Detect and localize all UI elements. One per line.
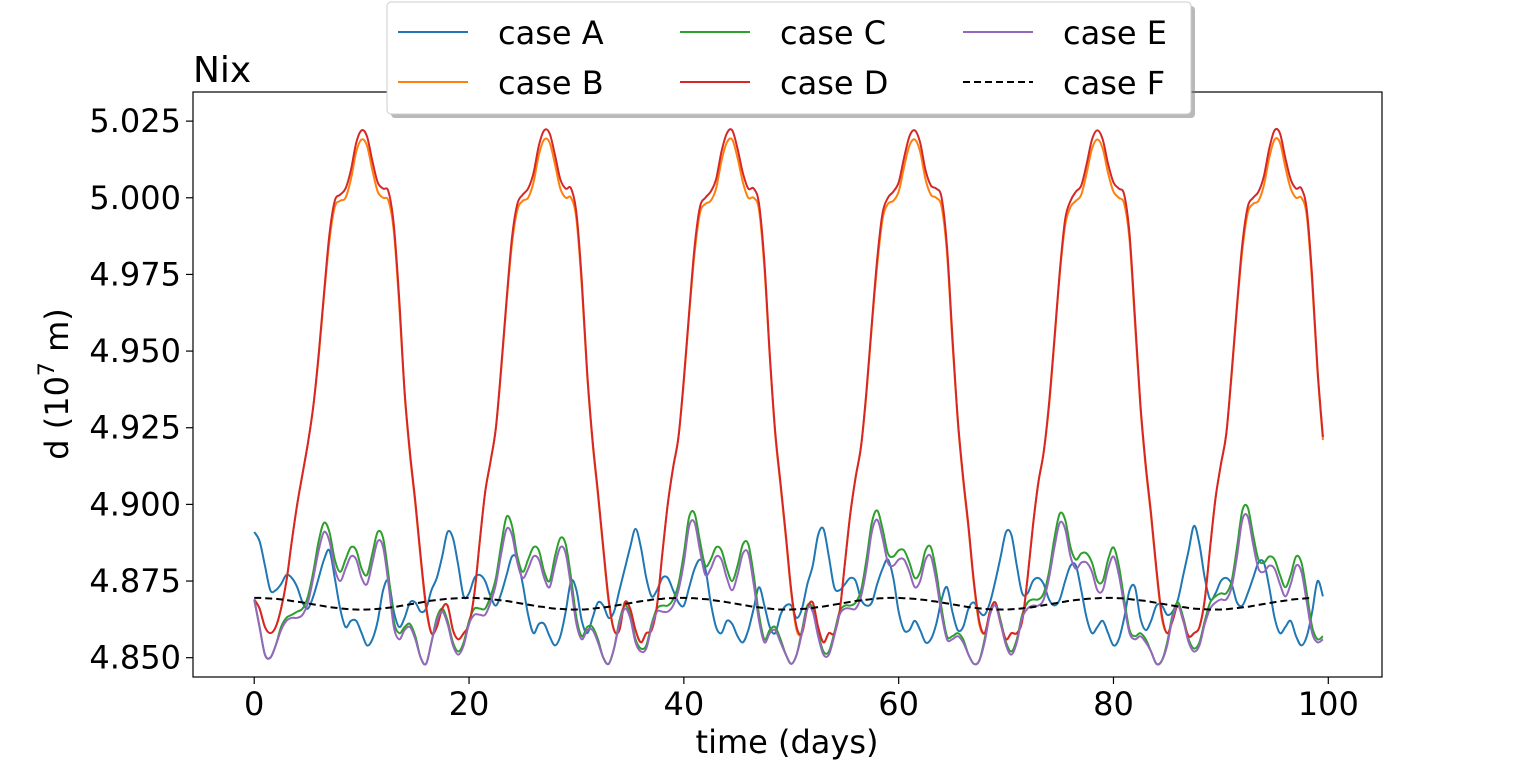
y-axis: 4.850 4.875 4.900 4.925 4.950 4.975 5.000 5.025 (89, 102, 193, 677)
y-tick-label: 4.900 (89, 485, 181, 523)
y-tick-label: 4.925 (89, 409, 181, 447)
legend-label-case-b: case B (498, 64, 604, 102)
x-axis-label: time (days) (696, 723, 879, 761)
x-tick-label: 80 (1093, 685, 1134, 723)
series-layer (253, 127, 1324, 666)
x-tick-label: 60 (878, 685, 919, 723)
y-tick-label: 4.975 (89, 255, 181, 293)
legend-box (386, 1, 1192, 115)
legend: case A case B case C case D case E case F (386, 1, 1195, 118)
x-axis: 0 20 40 60 80 100 (244, 677, 1359, 723)
series-line-case-f (254, 596, 1313, 611)
y-axis-label: d (107 m) (35, 308, 76, 460)
y-tick-label: 5.025 (89, 102, 181, 140)
y-axis-label-prefix: d (10 (38, 376, 76, 460)
legend-label-case-c: case C (780, 14, 886, 52)
y-tick-label: 4.850 (89, 639, 181, 677)
series-line-case-e (253, 513, 1324, 666)
legend-label-case-a: case A (498, 14, 604, 52)
legend-label-case-e: case E (1063, 14, 1167, 52)
y-tick-label: 5.000 (89, 179, 181, 217)
x-tick-label: 100 (1298, 685, 1359, 723)
y-tick-label: 4.950 (89, 332, 181, 370)
x-tick-label: 40 (663, 685, 704, 723)
series-line-case-a (253, 524, 1324, 647)
x-tick-label: 0 (244, 685, 264, 723)
y-axis-label-exponent: 7 (35, 362, 60, 376)
legend-label-case-d: case D (780, 64, 888, 102)
y-tick-label: 4.875 (89, 562, 181, 600)
chart-title: Nix (193, 50, 251, 91)
y-axis-label-suffix: m) (38, 308, 76, 362)
legend-entries: case A case B case C case D case E case F (398, 14, 1167, 102)
legend-label-case-f: case F (1063, 64, 1165, 102)
x-tick-label: 20 (449, 685, 490, 723)
